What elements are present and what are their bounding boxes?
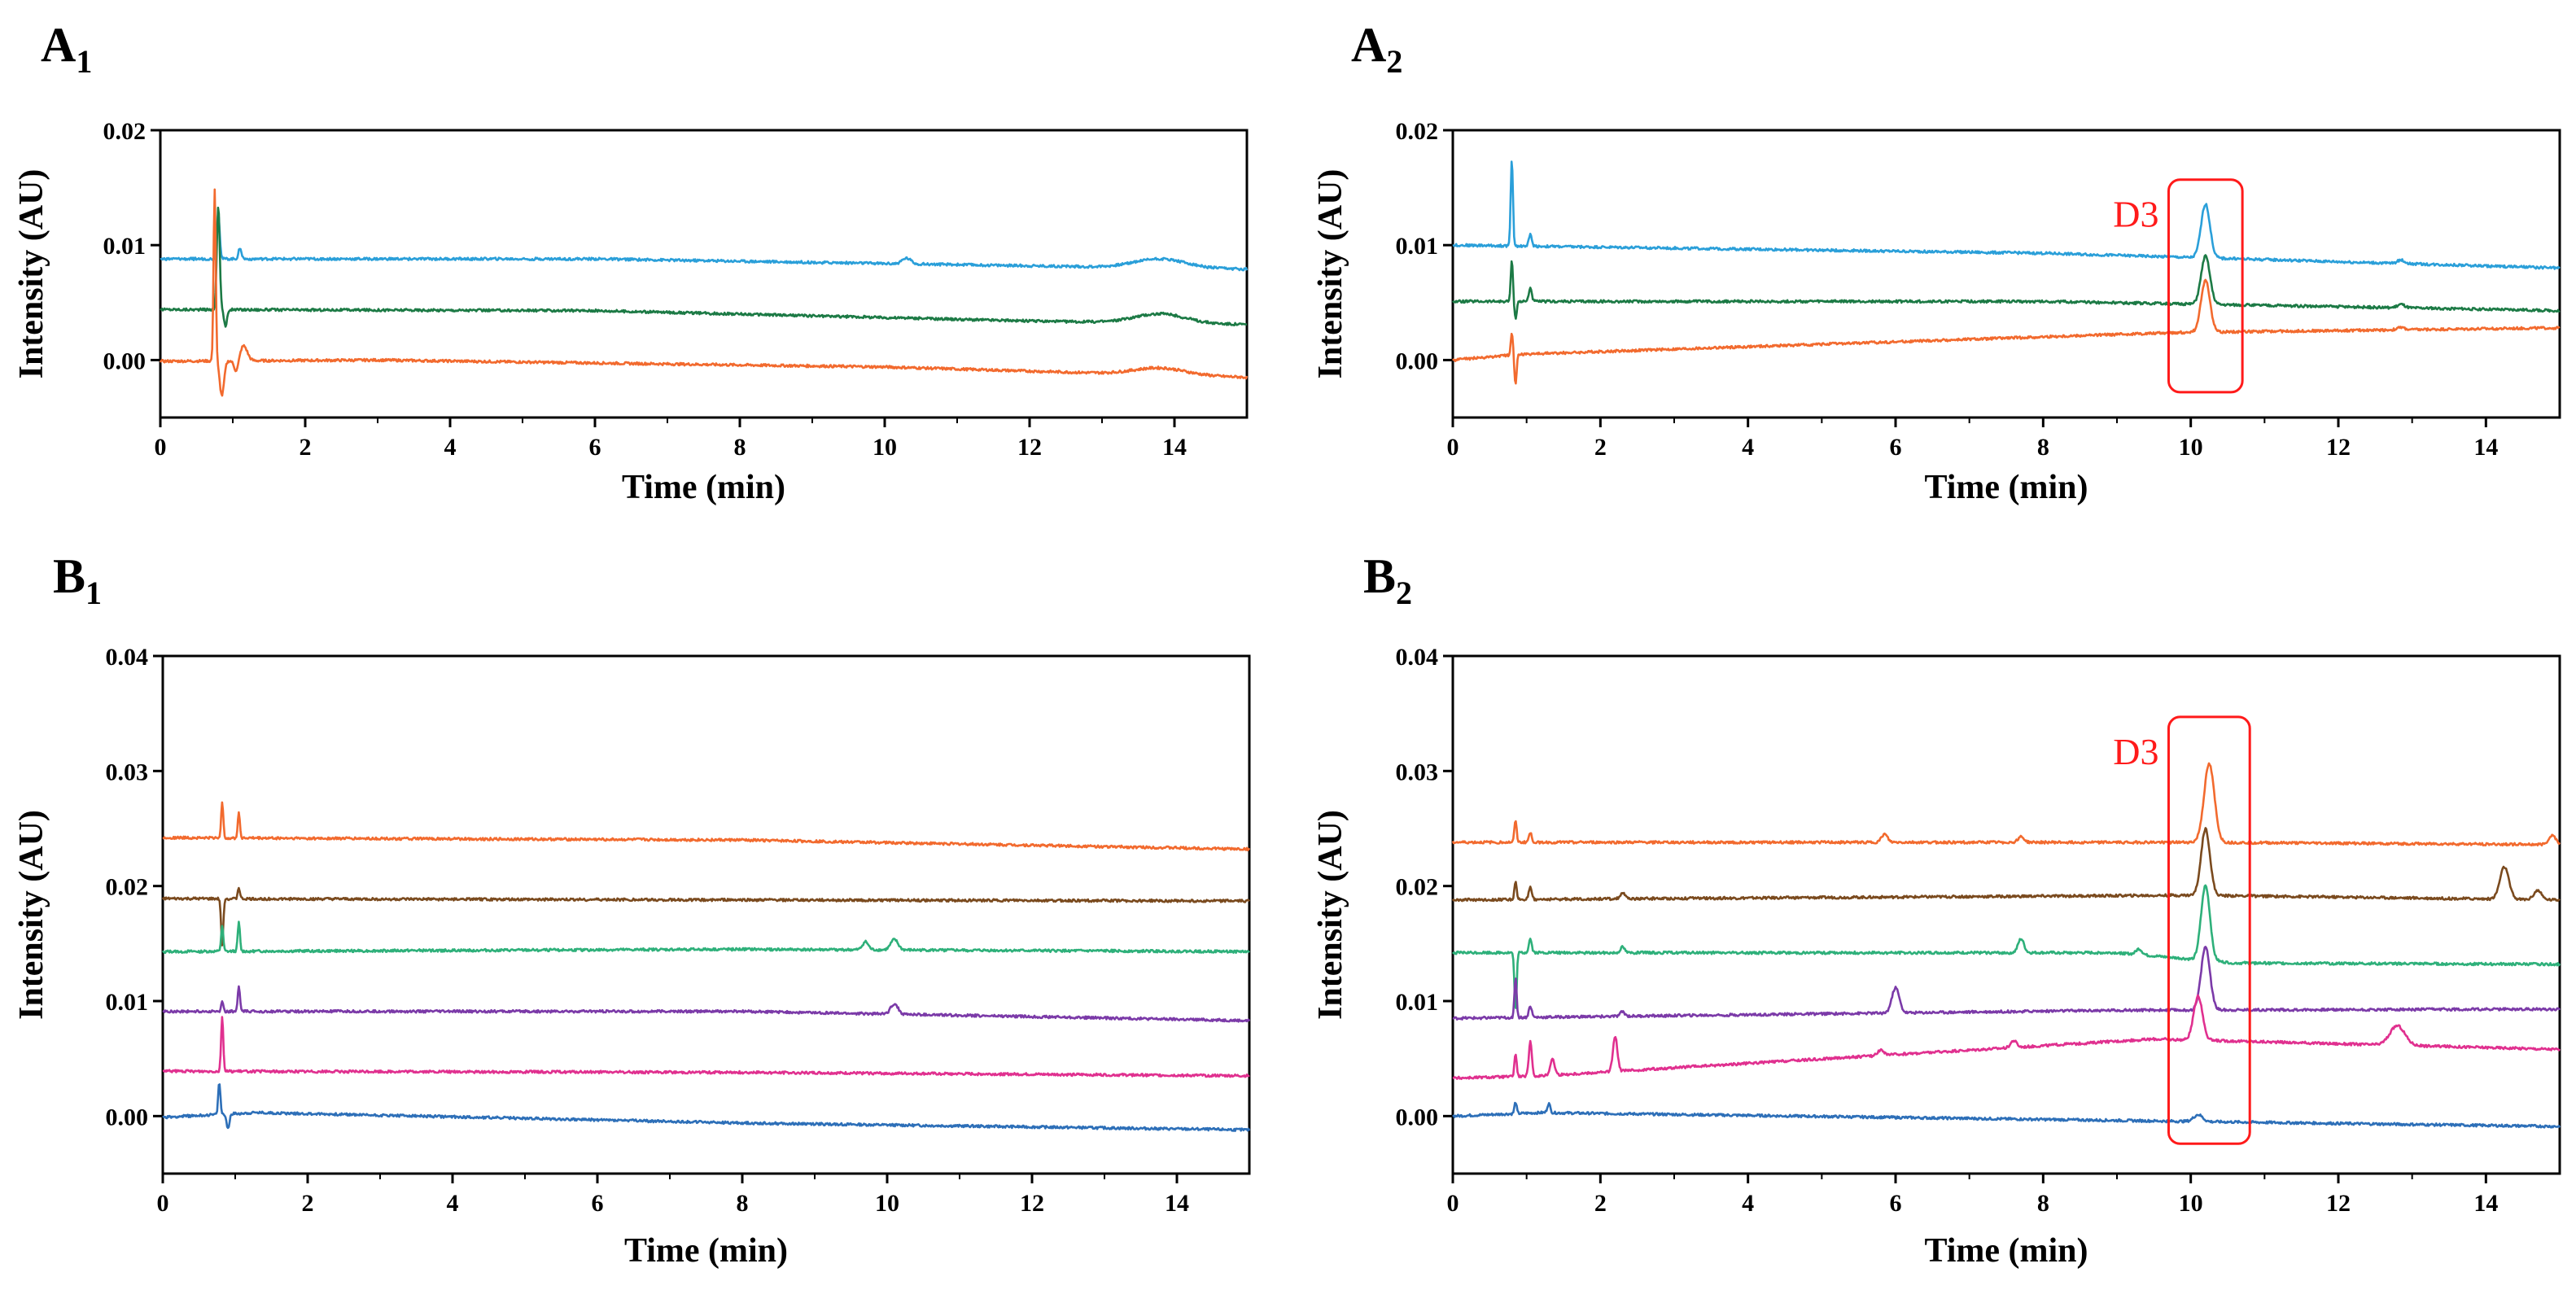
x-tick-label: 10 [2179,1190,2203,1217]
y-tick-label: 0.00 [106,1104,149,1130]
panel-letter: B [53,549,85,603]
y-tick-label: 0.01 [1396,989,1439,1016]
series-line-trace-4 [1452,946,2561,1021]
x-tick-label: 0 [157,1190,169,1217]
x-tick-label: 12 [1020,1190,1044,1217]
series-line-trace-2 [161,886,1251,947]
x-tick-label: 12 [2326,1190,2351,1217]
x-tick-label: 12 [1017,434,1042,461]
x-tick-label: 2 [1594,434,1607,461]
x-tick-label: 2 [300,434,312,461]
x-tick-label: 10 [873,434,897,461]
panel-subscript: 2 [1396,575,1412,611]
series-line-trace-2 [1452,254,2561,320]
x-axis-label: Time (min) [622,469,785,506]
panel-subscript: 1 [76,43,92,80]
series-line-trace-1 [1451,762,2561,847]
series-line-trace-1 [160,212,1249,272]
series-line-trace-1 [162,801,1251,851]
x-axis-label: Time (min) [624,1232,788,1270]
series-line-trace-2 [160,206,1248,328]
x-tick-label: 12 [2326,434,2351,461]
series-line-trace-3 [162,920,1250,954]
series-line-trace-6 [162,1083,1251,1132]
y-axis-label: Intensity (AU) [13,810,50,1020]
x-tick-label: 6 [1890,434,1902,461]
panel-letter: B [1363,549,1396,603]
plot-frame [1451,129,2561,419]
panel-title: B1 [53,549,102,611]
y-tick-label: 0.00 [1396,1104,1439,1130]
x-tick-label: 2 [302,1190,314,1217]
y-tick-label: 0.01 [106,989,149,1016]
x-tick-label: 4 [1742,434,1754,461]
annotation-box [2167,715,2251,1145]
series-line-trace-1 [1452,160,2561,270]
series-line-trace-6 [1452,1101,2561,1129]
plot-frame [161,654,1251,1175]
x-tick-label: 10 [2179,434,2203,461]
y-tick-label: 0.04 [106,644,149,671]
series-line-trace-5 [1452,994,2561,1080]
y-tick-label: 0.03 [106,759,149,785]
y-tick-label: 0.02 [1396,118,1439,145]
panel-letter: A [41,18,76,72]
x-tick-label: 4 [444,434,457,461]
x-tick-label: 10 [875,1190,899,1217]
series-line-trace-3 [1452,884,2561,1009]
panel-title: A1 [41,18,92,80]
y-tick-label: 0.02 [103,118,147,145]
annotation-box [2167,178,2244,394]
y-tick-label: 0.04 [1396,644,1439,671]
x-tick-label: 4 [1742,1190,1754,1217]
series-line-trace-3 [159,188,1249,397]
x-tick-label: 0 [155,434,167,461]
x-tick-label: 6 [589,434,601,461]
annotation-label: D3 [2113,194,2158,235]
plot-frame [159,129,1249,419]
y-tick-label: 0.02 [1396,874,1439,901]
series-line-trace-3 [1452,278,2561,385]
x-tick-label: 2 [1594,1190,1607,1217]
x-tick-label: 4 [447,1190,459,1217]
y-tick-label: 0.03 [1396,759,1439,785]
x-tick-label: 14 [2473,1190,2498,1217]
x-tick-label: 8 [2037,1190,2049,1217]
x-tick-label: 14 [1162,434,1187,461]
panel-title: A2 [1351,18,1402,80]
x-tick-label: 14 [1165,1190,1189,1217]
series-line-trace-4 [162,985,1251,1023]
x-tick-label: 6 [592,1190,604,1217]
y-axis-label: Intensity (AU) [1312,169,1349,379]
y-tick-label: 0.00 [103,348,147,374]
panel-title: B2 [1363,549,1412,611]
y-axis-label: Intensity (AU) [13,169,50,379]
annotation-label: D3 [2113,731,2158,772]
x-tick-label: 6 [1890,1190,1902,1217]
panel-subscript: 2 [1386,43,1402,80]
series-line-trace-2 [1451,827,2561,903]
panel-subscript: 1 [85,575,102,611]
x-axis-label: Time (min) [1924,1232,2088,1270]
y-tick-label: 0.01 [103,233,147,260]
x-tick-label: 8 [2037,434,2049,461]
x-tick-label: 8 [737,1190,749,1217]
y-axis-label: Intensity (AU) [1312,810,1349,1020]
x-tick-label: 0 [1447,1190,1459,1217]
y-tick-label: 0.02 [106,874,149,901]
y-tick-label: 0.00 [1396,348,1439,374]
x-tick-label: 0 [1447,434,1459,461]
plot-frame [1451,654,2561,1175]
x-axis-label: Time (min) [1924,469,2088,506]
panel-letter: A [1351,18,1386,72]
series-line-trace-5 [162,1016,1250,1078]
x-tick-label: 14 [2473,434,2498,461]
x-tick-label: 8 [734,434,746,461]
y-tick-label: 0.01 [1396,233,1439,260]
